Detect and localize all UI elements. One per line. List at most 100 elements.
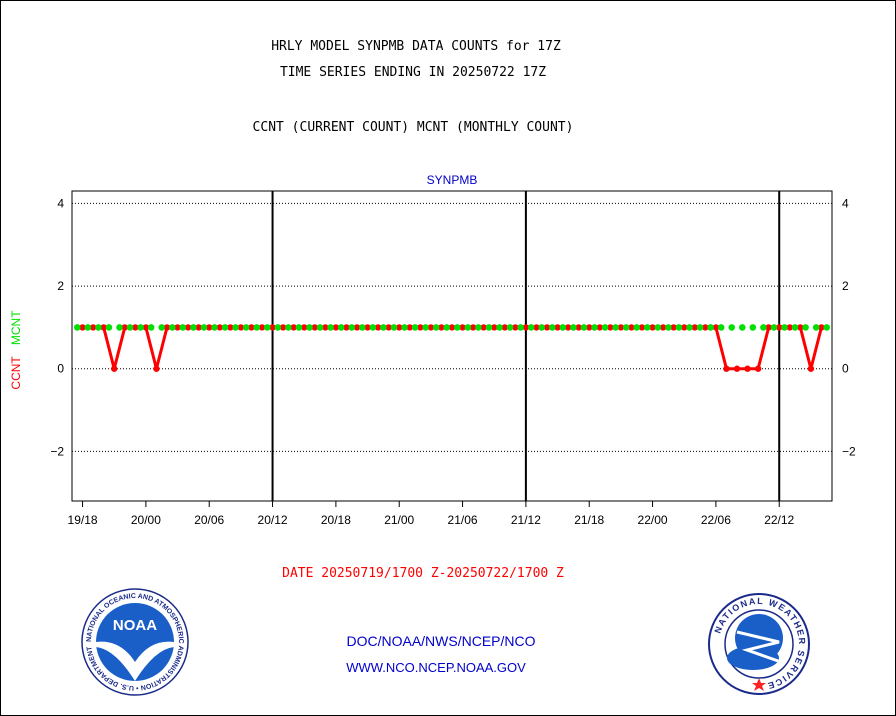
ccnt-point <box>290 324 297 331</box>
ytick-left: 0 <box>57 362 64 376</box>
xtick-label: 21/00 <box>384 513 414 527</box>
mcnt-point <box>580 324 588 331</box>
ccnt-point <box>586 324 593 331</box>
ccnt-point <box>596 324 603 331</box>
mcnt-point <box>126 324 134 331</box>
mcnt-point <box>749 324 757 331</box>
mcnt-point <box>147 324 155 331</box>
ccnt-point <box>638 324 646 331</box>
mcnt-point <box>812 324 820 331</box>
mcnt-point <box>221 324 229 331</box>
ccnt-point <box>649 324 656 331</box>
mcnt-point <box>116 324 123 331</box>
xtick-label: 22/06 <box>701 513 731 527</box>
mcnt-point <box>263 324 271 331</box>
ccnt-point <box>153 365 160 372</box>
nws-logo: NATIONAL WEATHER SERVICE <box>708 593 810 695</box>
ccnt-point <box>786 324 793 331</box>
mcnt-point <box>464 324 472 331</box>
xtick-label: 20/12 <box>258 513 288 527</box>
mcnt-point <box>306 324 313 331</box>
ccnt-point <box>670 324 677 331</box>
ccnt-point <box>417 324 424 331</box>
mcnt-point <box>358 324 366 331</box>
ytick-right: 2 <box>842 279 849 293</box>
mcnt-point <box>696 324 704 331</box>
ccnt-point <box>765 324 772 331</box>
ccnt-point <box>776 324 783 331</box>
ccnt-point <box>733 365 741 372</box>
mcnt-point <box>559 324 567 331</box>
mcnt-point <box>591 324 598 331</box>
y-tick-labels: 4 4 2 2 0 0 −2 −2 <box>50 196 856 458</box>
ccnt-point <box>564 324 572 331</box>
ccnt-point <box>216 324 223 331</box>
ccnt-point <box>491 324 498 331</box>
ccnt-point <box>364 324 371 331</box>
mcnt-point <box>665 324 672 331</box>
ccnt-point <box>406 324 413 331</box>
ytick-left: −2 <box>50 444 64 458</box>
ccnt-point <box>754 365 762 372</box>
ccnt-point <box>301 324 308 331</box>
ccnt-point <box>100 324 107 331</box>
mcnt-point <box>453 324 461 331</box>
xtick-label: 21/06 <box>448 513 478 527</box>
mcnt-point <box>158 324 166 331</box>
ccnt-point <box>480 324 487 331</box>
ccnt-point <box>132 324 139 331</box>
ccnt-point <box>269 324 276 331</box>
y-axis-label: CCNT MCNT <box>9 310 23 390</box>
ccnt-point <box>427 324 435 331</box>
ccnt-point <box>575 324 582 331</box>
ytick-right: −2 <box>842 444 856 458</box>
ccnt-point <box>258 324 266 331</box>
series-ccnt <box>79 324 825 372</box>
ccnt-point <box>311 324 318 331</box>
mcnt-point <box>137 324 144 331</box>
mcnt-point <box>612 324 619 331</box>
mcnt-point <box>570 324 577 331</box>
mcnt-point <box>717 324 725 331</box>
ccnt-point <box>237 324 245 331</box>
mcnt-point <box>380 324 387 331</box>
mcnt-point <box>390 324 398 331</box>
mcnt-point <box>485 324 493 331</box>
mcnt-point <box>179 324 187 331</box>
mcnt-point <box>791 324 799 331</box>
mcnt-point <box>200 324 208 331</box>
mcnt-point <box>232 324 239 331</box>
mcnt-point <box>675 324 683 331</box>
mcnt-point <box>443 324 451 331</box>
xtick-label: 22/00 <box>638 513 668 527</box>
mcnt-point <box>242 324 250 331</box>
footer-url[interactable]: WWW.NCO.NCEP.NOAA.GOV <box>346 660 526 675</box>
mcnt-point <box>369 324 377 331</box>
footer-org: DOC/NOAA/NWS/NCEP/NCO <box>346 633 536 649</box>
ccnt-point <box>628 324 635 331</box>
ccnt-point <box>142 324 150 331</box>
ccnt-point <box>374 324 382 331</box>
ccnt-point <box>712 324 720 331</box>
mcnt-point <box>84 324 92 331</box>
noaa-logo-text: NOAA <box>113 617 157 634</box>
x-tick-labels: 19/18 20/00 20/06 20/12 20/18 21/00 21/06 21/12… <box>68 501 795 527</box>
plot-area <box>71 190 833 502</box>
xtick-label: 22/12 <box>764 513 794 527</box>
ccnt-point <box>385 324 392 331</box>
xtick-label: 20/18 <box>321 513 351 527</box>
mcnt-point <box>190 324 197 331</box>
ccnt-point <box>279 324 287 331</box>
mcnt-point <box>422 324 429 331</box>
ccnt-point <box>248 324 255 331</box>
ccnt-point <box>111 365 118 372</box>
ccnt-point <box>459 324 466 331</box>
ccnt-point <box>396 324 403 331</box>
xtick-label: 19/18 <box>68 513 98 527</box>
mcnt-point <box>295 324 303 331</box>
mcnt-point <box>327 324 334 331</box>
ccnt-point <box>438 324 445 331</box>
mcnt-point <box>760 324 767 331</box>
ccnt-point <box>807 365 815 372</box>
